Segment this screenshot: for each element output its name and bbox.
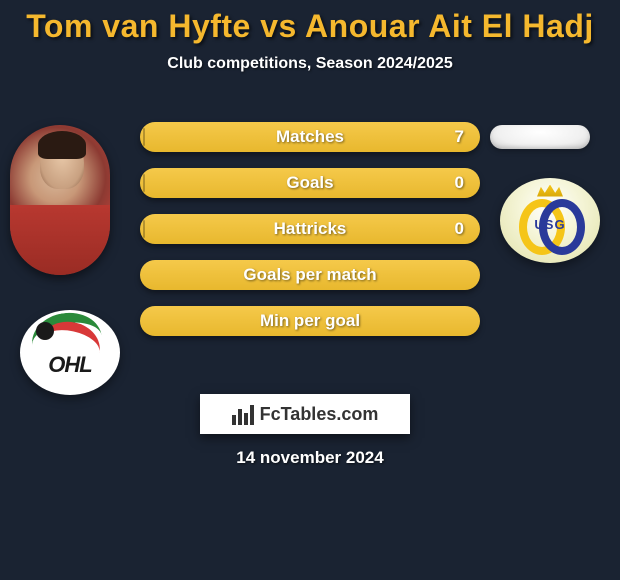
- stat-value-right: 0: [455, 173, 464, 193]
- stat-label: Hattricks: [274, 219, 347, 239]
- stat-label: Min per goal: [260, 311, 360, 331]
- comparison-card: Tom van Hyfte vs Anouar Ait El Hadj Club…: [0, 0, 620, 580]
- logo-crown-icon: [537, 185, 563, 197]
- club-right-logo: USG: [500, 178, 600, 263]
- stat-bar-goals: Goals 0: [140, 168, 480, 198]
- club-right-code: USG: [515, 217, 585, 232]
- stat-label: Goals per match: [243, 265, 376, 285]
- stat-bar-hattricks: Hattricks 0: [140, 214, 480, 244]
- page-subtitle: Club competitions, Season 2024/2025: [0, 55, 620, 73]
- footer-date: 14 november 2024: [0, 448, 620, 468]
- club-left-code: OHL: [30, 352, 110, 378]
- player-left-avatar: [10, 125, 110, 275]
- stat-bar-matches: Matches 7: [140, 122, 480, 152]
- player-right-badge: [490, 125, 590, 149]
- chart-icon: [232, 403, 254, 425]
- logo-ball-icon: [36, 322, 54, 340]
- stat-label: Matches: [276, 127, 344, 147]
- club-left-logo: OHL: [20, 310, 120, 395]
- stat-label: Goals: [286, 173, 333, 193]
- footer-brand-text: FcTables.com: [260, 404, 379, 425]
- stat-bars: Matches 7 Goals 0 Hattricks 0 Goals per …: [140, 122, 480, 352]
- footer-brand-card: FcTables.com: [200, 394, 410, 434]
- stat-bar-goals-per-match: Goals per match: [140, 260, 480, 290]
- stat-value-right: 7: [455, 127, 464, 147]
- avatar-torso: [10, 205, 110, 275]
- page-title: Tom van Hyfte vs Anouar Ait El Hadj: [0, 0, 620, 45]
- stat-value-right: 0: [455, 219, 464, 239]
- stat-bar-min-per-goal: Min per goal: [140, 306, 480, 336]
